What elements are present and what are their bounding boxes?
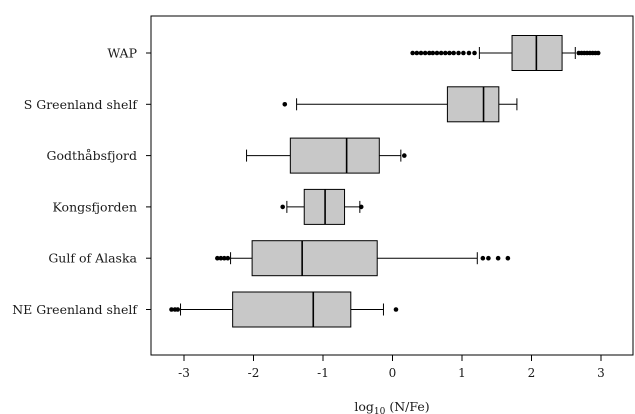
x-axis-label-main: log — [354, 399, 374, 414]
outlier-point — [402, 153, 407, 158]
outlier-point — [169, 307, 174, 312]
outlier-point — [438, 50, 444, 56]
outlier-point — [456, 50, 461, 56]
x-axis-label: log10 (N/Fe) — [354, 399, 429, 414]
outlier-point — [434, 50, 440, 56]
x-tick-label: 2 — [528, 366, 536, 380]
x-axis-label-tail: (N/Fe) — [385, 399, 429, 414]
outlier-point — [282, 102, 288, 107]
box-0 — [410, 35, 601, 71]
x-tick-label: 0 — [389, 366, 397, 380]
x-tick-label: -1 — [317, 366, 329, 380]
outlier-point — [222, 255, 227, 261]
outlier-point — [595, 50, 601, 56]
box-4 — [215, 240, 511, 277]
outlier-point — [225, 255, 231, 261]
outlier-point — [430, 50, 436, 56]
outlier-point — [215, 255, 220, 261]
boxes-layer — [169, 35, 601, 328]
iqr-box — [289, 137, 380, 174]
category-label: WAP — [107, 46, 137, 61]
outlier-point — [427, 50, 432, 56]
iqr-box — [446, 86, 500, 123]
box-5 — [169, 291, 399, 328]
x-axis-ticks: -3 -2 -1 0 1 2 3 — [178, 355, 605, 380]
outlier-point — [218, 255, 224, 261]
outlier-point — [486, 255, 491, 261]
outlier-point — [280, 204, 285, 210]
outlier-point — [414, 50, 420, 56]
outlier-point — [410, 50, 415, 56]
box-3 — [280, 188, 364, 225]
iqr-box — [232, 291, 352, 328]
x-tick-label: -2 — [248, 366, 260, 380]
outlier-point — [175, 307, 181, 312]
outlier-point — [495, 255, 501, 261]
x-tick-label: -3 — [178, 366, 190, 380]
outlier-point — [466, 50, 472, 56]
outlier-point — [461, 50, 466, 56]
category-label: Godthåbsfjord — [47, 148, 137, 163]
category-label: NE Greenland shelf — [12, 302, 138, 317]
outlier-point — [393, 307, 399, 312]
outlier-point — [422, 50, 428, 56]
outlier-point — [505, 255, 511, 261]
x-axis-label-subscript: 10 — [374, 407, 386, 414]
box-2 — [246, 137, 407, 174]
outlier-point — [447, 50, 452, 56]
outlier-point — [443, 50, 448, 56]
box-1 — [282, 86, 518, 123]
x-tick-label: 1 — [458, 366, 466, 380]
category-label: S Greenland shelf — [24, 97, 139, 112]
outlier-point — [451, 50, 456, 56]
iqr-box — [251, 240, 378, 277]
outlier-point — [418, 50, 424, 56]
category-label: Gulf of Alaska — [48, 251, 137, 266]
outlier-point — [480, 255, 486, 261]
category-labels: WAP S Greenland shelf Godthåbsfjord Kongsfj… — [12, 46, 151, 317]
outlier-point — [358, 204, 364, 210]
outlier-point — [472, 50, 477, 56]
x-tick-label: 3 — [597, 366, 605, 380]
category-label: Kongsfjorden — [53, 199, 137, 214]
